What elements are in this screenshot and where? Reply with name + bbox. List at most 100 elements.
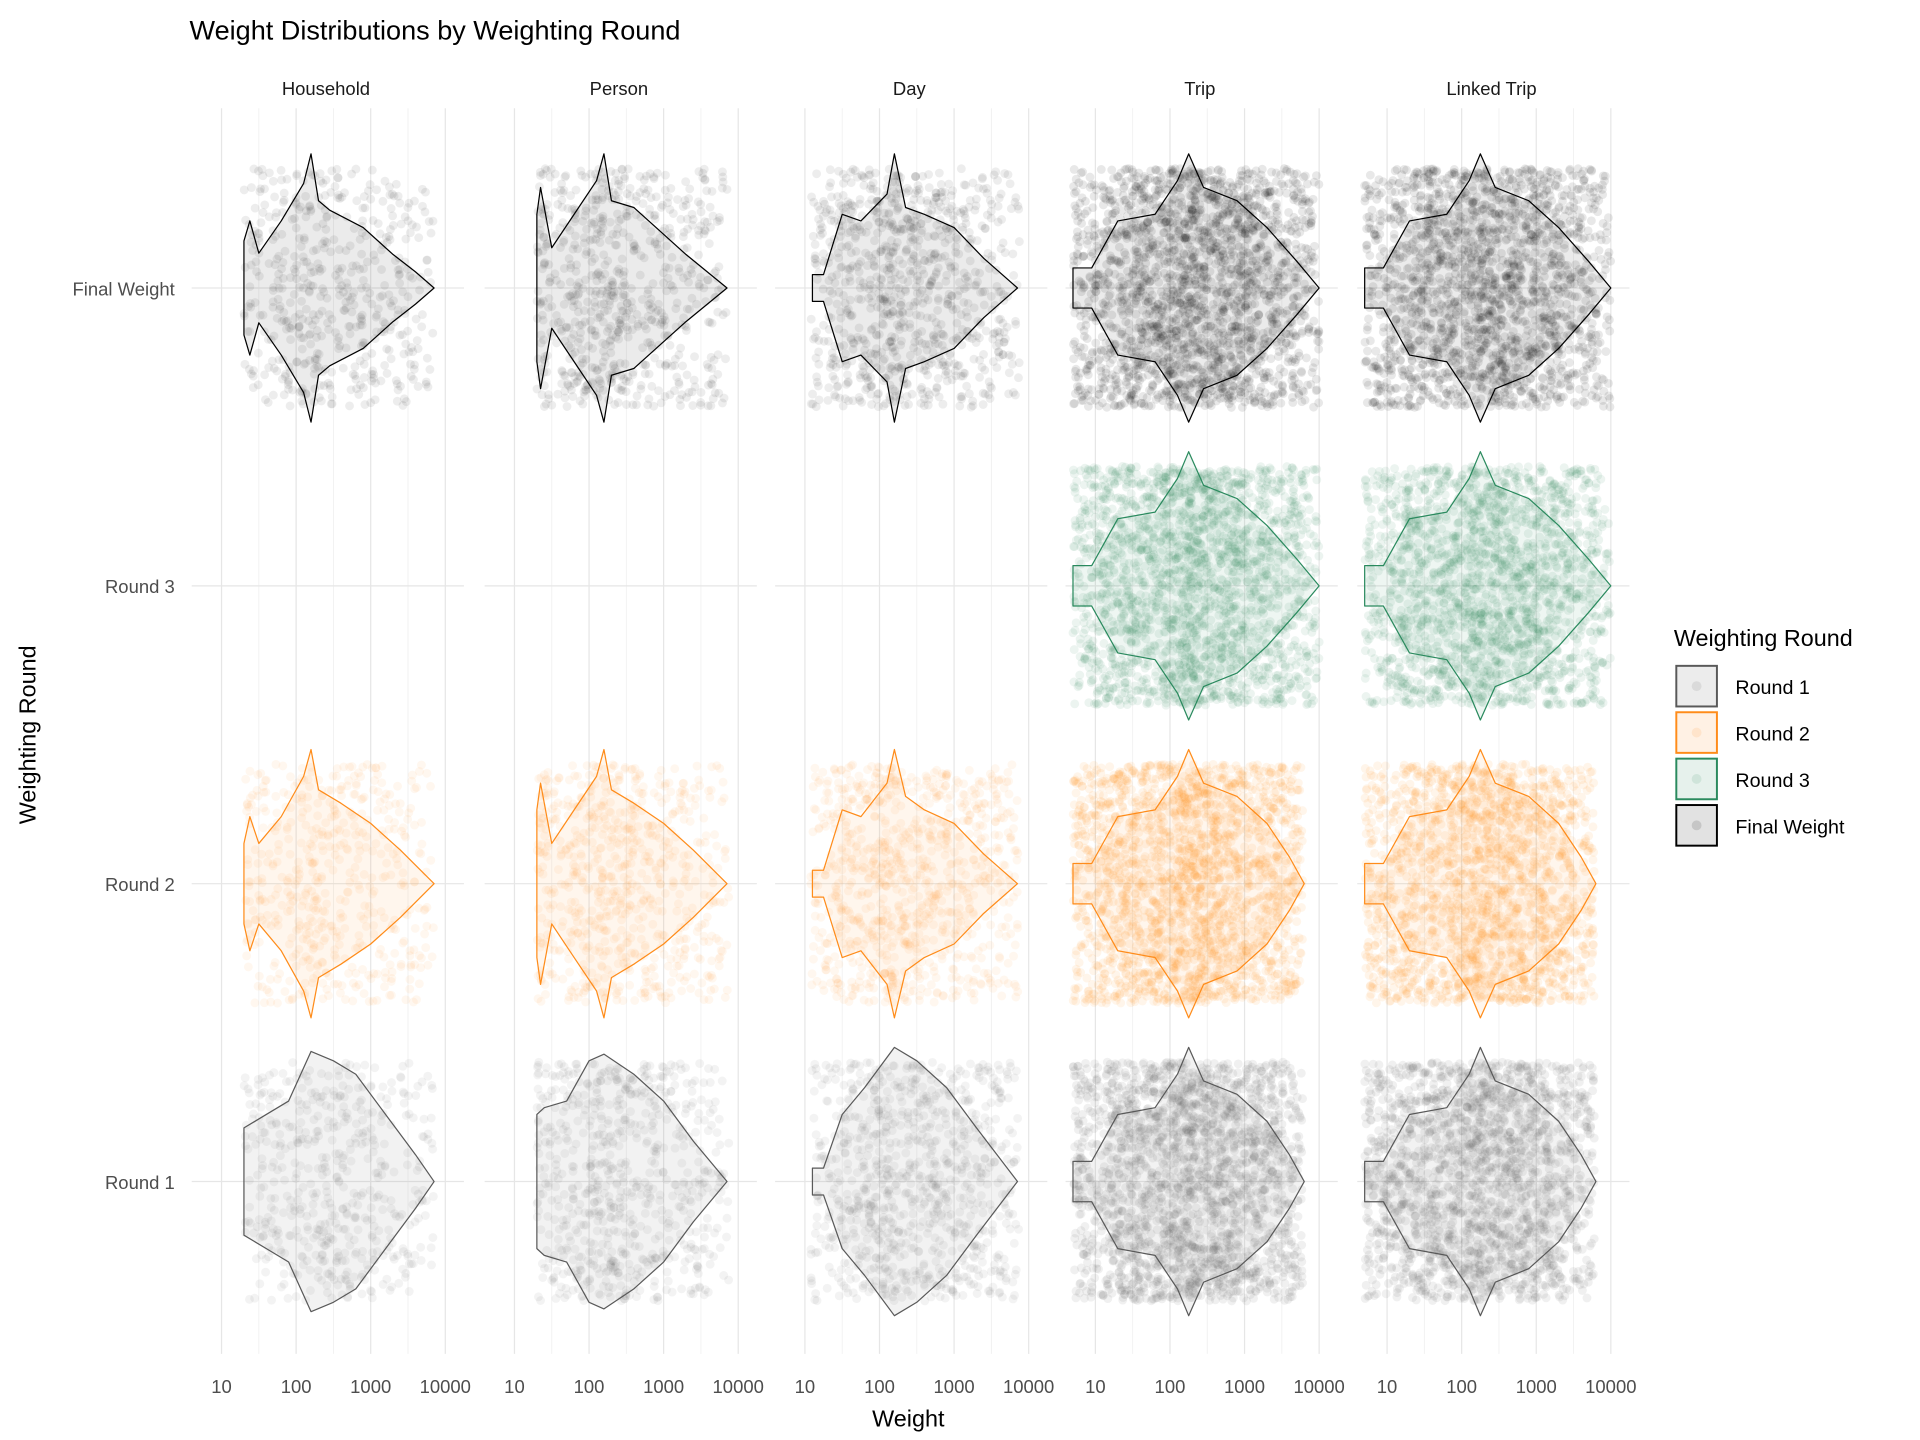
data-point (346, 385, 356, 395)
data-point (710, 388, 720, 398)
data-point (351, 261, 361, 271)
data-point (931, 193, 941, 203)
data-point (351, 781, 361, 790)
data-point (333, 173, 343, 183)
data-point (381, 232, 391, 242)
data-point (345, 295, 355, 305)
data-point (635, 771, 645, 780)
data-point (327, 392, 337, 402)
data-point (358, 965, 368, 974)
data-point (687, 1086, 697, 1096)
data-point (839, 178, 848, 188)
data-point (825, 165, 835, 175)
data-point (277, 316, 287, 326)
data-point (256, 1102, 266, 1112)
data-point (545, 958, 555, 968)
data-point (684, 194, 694, 203)
data-point (705, 792, 715, 802)
data-point (426, 228, 436, 238)
facet-label: Household (282, 78, 370, 99)
data-point (571, 1059, 581, 1069)
data-point (692, 1261, 702, 1270)
data-point (397, 826, 407, 836)
data-point (292, 171, 302, 181)
data-point (650, 1276, 660, 1286)
data-point (1009, 271, 1019, 280)
data-point (724, 1138, 734, 1148)
data-point (577, 170, 587, 180)
data-point (380, 360, 390, 370)
facet-label: Person (590, 78, 648, 99)
data-point (1004, 368, 1014, 378)
data-point (846, 178, 856, 188)
data-point (423, 267, 433, 277)
data-point (661, 998, 671, 1008)
data-point (350, 362, 360, 372)
data-point (704, 995, 714, 1005)
data-point (938, 399, 948, 409)
facet-label: Day (893, 78, 927, 99)
data-point (319, 381, 329, 391)
data-point (275, 1089, 285, 1098)
data-point (978, 400, 988, 409)
data-point (271, 791, 281, 801)
data-point (692, 761, 702, 771)
data-point (281, 1077, 291, 1087)
data-point (338, 363, 348, 373)
data-point (398, 400, 408, 410)
data-point (721, 354, 730, 364)
data-point (654, 386, 664, 396)
data-point (946, 191, 956, 200)
data-point (318, 178, 328, 188)
data-point (681, 326, 691, 335)
data-point (394, 807, 404, 817)
data-point (576, 780, 586, 790)
data-point (843, 370, 852, 380)
data-point (717, 1076, 727, 1086)
data-point (327, 786, 336, 795)
data-point (718, 167, 727, 177)
data-point (706, 379, 716, 389)
data-point (268, 235, 278, 245)
data-point (547, 1071, 557, 1080)
data-point (254, 937, 264, 947)
data-point (702, 1213, 712, 1223)
data-point (699, 813, 709, 823)
data-point (385, 224, 395, 234)
data-point (320, 243, 329, 253)
data-point (827, 210, 837, 220)
data-point (415, 767, 424, 776)
data-point (276, 1282, 286, 1292)
data-point (310, 315, 320, 325)
data-point (367, 349, 377, 358)
data-point (936, 180, 946, 189)
data-point (391, 179, 401, 189)
data-point (622, 400, 631, 409)
data-point (707, 186, 717, 196)
data-point (665, 390, 675, 400)
data-point (363, 186, 373, 196)
data-point (360, 1060, 370, 1070)
data-point (827, 354, 837, 364)
data-point (545, 172, 555, 182)
data-point (699, 1078, 709, 1088)
data-point (700, 1285, 710, 1295)
data-point (403, 1251, 413, 1261)
data-point (874, 388, 884, 398)
data-point (274, 269, 284, 279)
data-point (808, 389, 817, 399)
data-point (684, 388, 694, 397)
data-point (420, 207, 430, 217)
data-point (423, 1071, 433, 1081)
data-point (272, 366, 282, 376)
data-point (682, 1078, 692, 1088)
data-point (417, 839, 427, 849)
data-point (814, 359, 824, 369)
data-point (333, 336, 343, 346)
data-point (844, 997, 854, 1006)
data-point (704, 937, 714, 947)
data-point (345, 241, 355, 251)
cell-household-final-weight (239, 153, 438, 423)
data-point (367, 165, 377, 175)
